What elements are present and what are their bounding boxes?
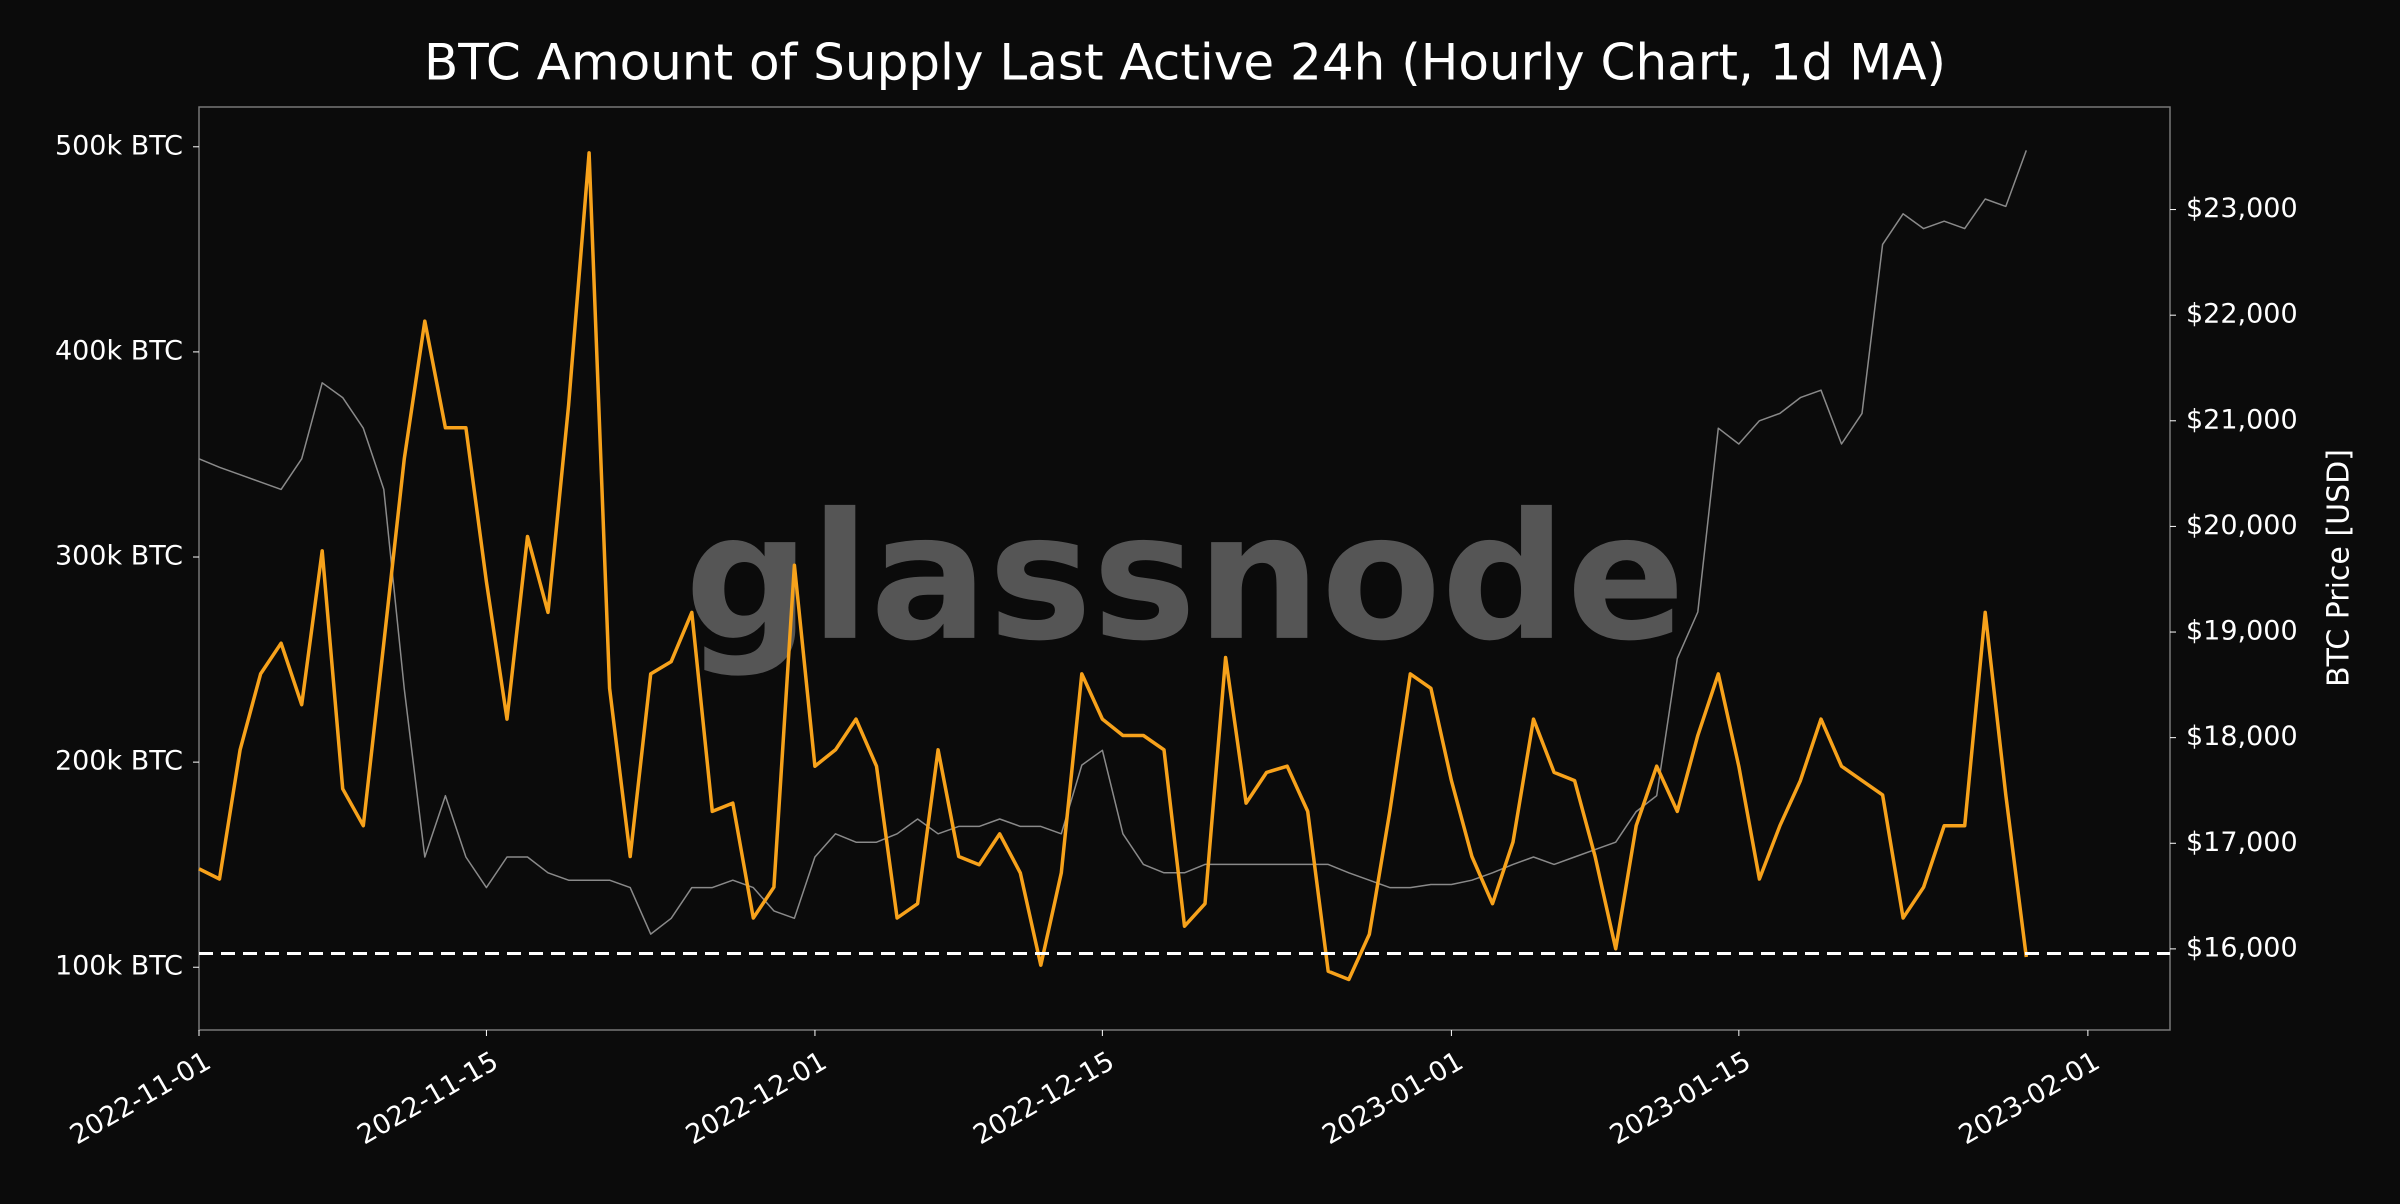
y2-tick-label: $22,000 — [2186, 299, 2298, 330]
supply-line — [198, 151, 2029, 982]
y2-tick-label: $17,000 — [2186, 827, 2298, 858]
y-tick-label: 300k BTC — [55, 541, 183, 572]
y2-axis-label: BTC Price [USD] — [2322, 449, 2357, 687]
y2-tick-label: $18,000 — [2186, 721, 2298, 752]
y2-tick-label: $20,000 — [2186, 510, 2298, 541]
price-line — [198, 150, 2028, 935]
y-tick-label: 500k BTC — [55, 130, 183, 161]
watermark: glassnode — [685, 477, 1685, 680]
y2-tick-label: $19,000 — [2186, 616, 2298, 647]
y-tick-label: 100k BTC — [55, 951, 183, 982]
chart-title: BTC Amount of Supply Last Active 24h (Ho… — [424, 34, 1946, 92]
y2-tick-label: $16,000 — [2186, 932, 2298, 963]
y2-tick-label: $21,000 — [2186, 404, 2298, 435]
plot-frame — [198, 106, 2171, 1031]
y-tick-label: 200k BTC — [55, 746, 183, 777]
y-tick-label: 400k BTC — [55, 335, 183, 366]
y2-tick-label: $23,000 — [2186, 193, 2298, 224]
